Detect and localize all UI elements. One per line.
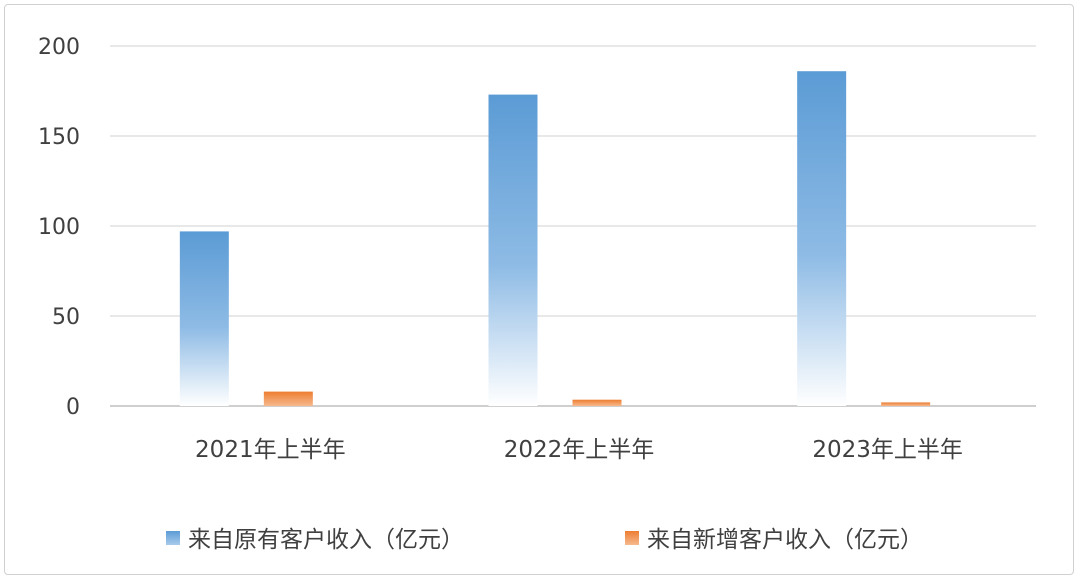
y-tick-label: 150 (38, 125, 80, 150)
y-tick-label: 200 (38, 35, 80, 60)
y-tick-label: 100 (38, 215, 80, 240)
existing-customer-revenue-bar (488, 94, 538, 406)
new-customer-revenue-bar (881, 402, 931, 406)
existing-customer-revenue-bar (179, 231, 229, 406)
legend-swatch (625, 531, 639, 545)
x-category-label: 2022年上半年 (504, 437, 655, 463)
x-category-label: 2021年上半年 (195, 437, 346, 463)
legend-label: 来自新增客户收入（亿元） (647, 527, 923, 553)
legend-item-existing-customers: 来自原有客户收入（亿元） (166, 527, 464, 553)
legend-swatch (166, 531, 180, 545)
y-tick-label: 0 (66, 395, 80, 420)
new-customer-revenue-bar (572, 399, 622, 406)
y-tick-label: 50 (52, 305, 80, 330)
x-category-label: 2023年上半年 (812, 437, 963, 463)
new-customer-revenue-bar (263, 391, 313, 406)
legend-label: 来自原有客户收入（亿元） (188, 527, 464, 553)
legend-item-new-customers: 来自新增客户收入（亿元） (625, 527, 923, 553)
existing-customer-revenue-bar (797, 71, 847, 406)
